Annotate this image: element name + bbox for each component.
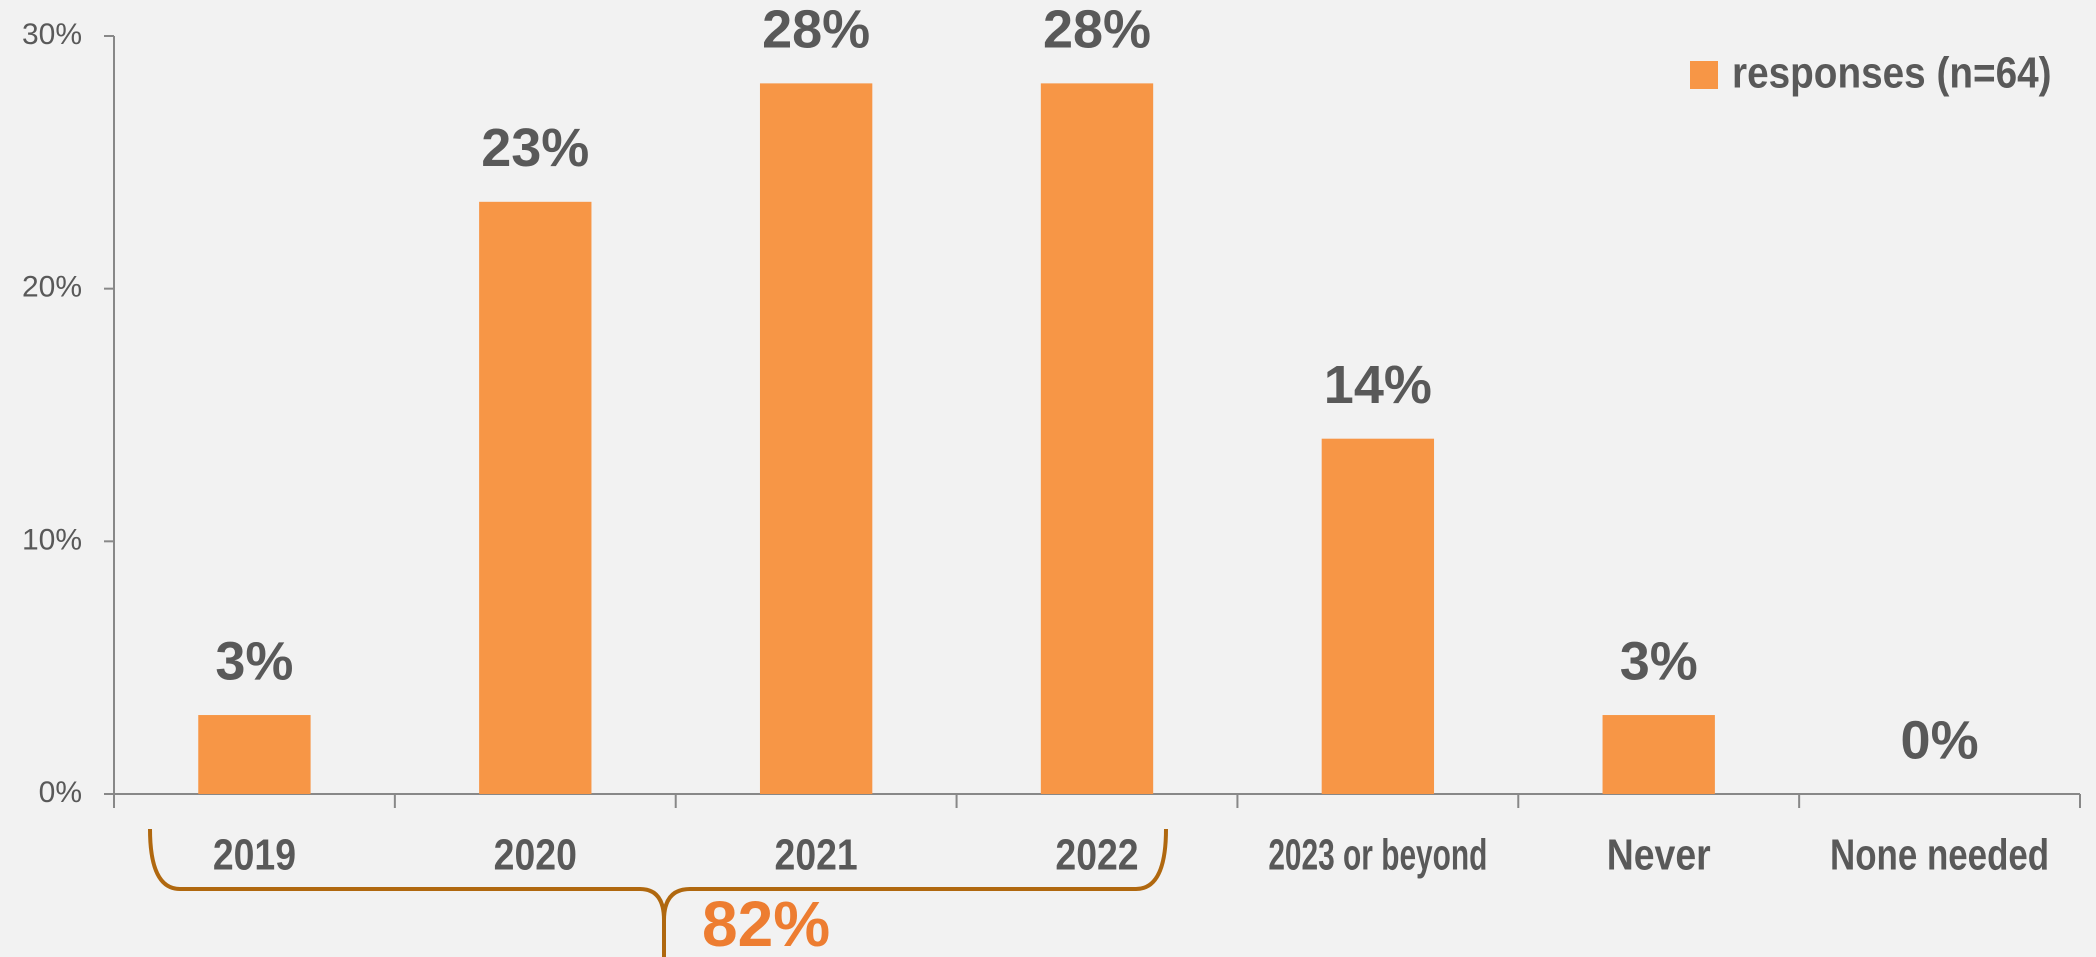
- legend-swatch: [1690, 61, 1718, 89]
- bar: [198, 715, 311, 794]
- y-tick-label: 30%: [22, 18, 82, 51]
- bar: [759, 83, 873, 794]
- value-label: 28%: [762, 0, 870, 60]
- value-label: 0%: [1901, 710, 1979, 770]
- x-tick-label: 2022: [1055, 831, 1138, 880]
- legend-label: responses (n=64): [1732, 49, 2052, 98]
- bar: [1602, 715, 1715, 794]
- y-tick-label: 10%: [22, 523, 82, 556]
- x-tick-label: 2020: [494, 831, 577, 880]
- y-tick-label: 20%: [22, 271, 82, 304]
- x-tick-label: Never: [1607, 831, 1711, 880]
- annotation: 82%: [702, 888, 830, 957]
- bar: [1040, 83, 1154, 794]
- bar: [479, 201, 592, 794]
- value-label: 14%: [1324, 355, 1432, 415]
- bar: [1321, 438, 1435, 794]
- x-tick-label: None needed: [1830, 831, 2049, 880]
- value-label: 23%: [481, 118, 589, 178]
- value-label: 3%: [215, 631, 293, 691]
- x-tick-label: 2019: [213, 831, 296, 880]
- y-tick-label: 0%: [39, 776, 82, 809]
- value-label: 28%: [1043, 0, 1151, 60]
- x-tick-label: 2023 or beyond: [1268, 831, 1487, 880]
- x-tick-label: 2021: [775, 831, 858, 880]
- brace: [148, 828, 1168, 957]
- value-label: 3%: [1620, 631, 1698, 691]
